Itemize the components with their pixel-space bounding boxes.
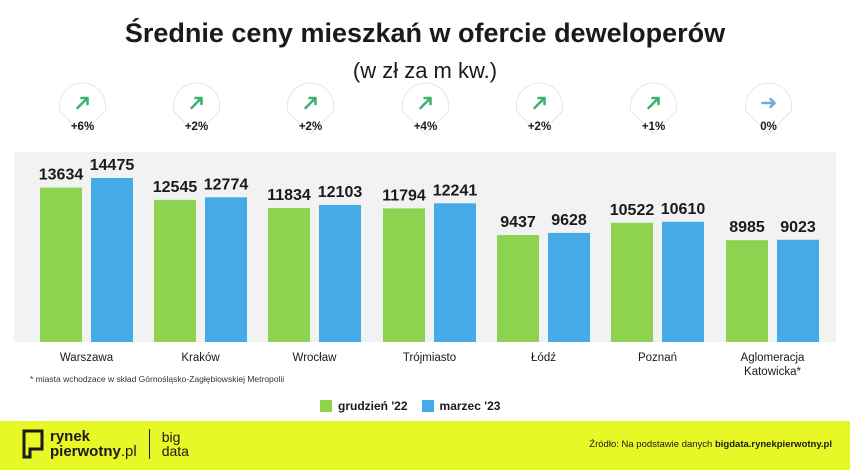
logo-mark-icon xyxy=(22,429,44,459)
legend-label-grudzien: grudzień '22 xyxy=(338,399,408,413)
legend-item-marzec: marzec '23 xyxy=(421,399,501,413)
footer-bar: rynek pierwotny.pl big data Źródło: Na p… xyxy=(0,421,850,470)
change-label-lodz: +2% xyxy=(528,121,551,133)
bar-poznan-marzec xyxy=(662,221,704,342)
legend: grudzień '22 marzec '23 xyxy=(320,399,514,413)
bar-wroclaw-grudzien xyxy=(268,207,310,342)
bar-lodz-marzec xyxy=(548,232,590,342)
change-label-warszawa: +6% xyxy=(71,121,94,133)
bar-krakow-grudzien xyxy=(154,199,196,342)
bigdata-wordmark: big data xyxy=(162,430,189,458)
value-label-poznan-marzec: 10610 xyxy=(661,201,706,218)
change-badge-warszawa xyxy=(59,82,106,135)
arrow-up-icon xyxy=(304,96,317,110)
rynekpierwotny-logo[interactable]: rynek pierwotny.pl big data xyxy=(22,429,189,459)
category-label-warszawa: Warszawa xyxy=(60,352,114,364)
value-label-katowice-marzec: 9023 xyxy=(780,219,816,236)
logo-wordmark: rynek pierwotny.pl xyxy=(50,429,137,459)
bar-lodz-grudzien xyxy=(497,235,539,342)
logo-separator xyxy=(148,429,150,459)
chart-title: Średnie ceny mieszkań w ofercie dewelope… xyxy=(124,18,726,48)
value-label-poznan-grudzien: 10522 xyxy=(610,202,655,219)
change-badge-trojmiasto xyxy=(402,82,449,135)
value-label-katowice-grudzien: 8985 xyxy=(729,219,765,236)
value-label-krakow-marzec: 12774 xyxy=(204,176,249,193)
arrow-up-icon xyxy=(419,96,432,110)
source-prefix: Źródło: Na podstawie danych xyxy=(589,439,715,450)
bar-warszawa-grudzien xyxy=(40,187,82,342)
legend-label-marzec: marzec '23 xyxy=(439,399,501,413)
change-label-poznan: +1% xyxy=(642,121,665,133)
category-label-lodz: Łódź xyxy=(531,352,556,364)
change-badge-poznan xyxy=(630,82,677,135)
change-label-trojmiasto: +4% xyxy=(414,121,437,133)
change-badge-krakow xyxy=(173,82,220,135)
legend-item-grudzien: grudzień '22 xyxy=(320,399,408,413)
bar-trojmiasto-marzec xyxy=(434,203,476,342)
arrow-right-icon xyxy=(761,97,776,109)
change-label-katowice: 0% xyxy=(760,121,777,133)
source-link[interactable]: bigdata.rynekpierwotny.pl xyxy=(714,439,832,450)
value-label-warszawa-grudzien: 13634 xyxy=(39,167,84,184)
logo-line2-suffix: .pl xyxy=(120,443,137,460)
value-label-wroclaw-grudzien: 11834 xyxy=(267,187,311,204)
bar-katowice-grudzien xyxy=(726,240,768,342)
bar-trojmiasto-grudzien xyxy=(383,208,425,342)
bar-warszawa-marzec xyxy=(91,178,133,342)
bar-wroclaw-marzec xyxy=(319,204,361,342)
bar-krakow-marzec xyxy=(205,197,247,342)
value-label-warszawa-marzec: 14475 xyxy=(90,157,135,174)
bar-katowice-marzec xyxy=(777,239,819,342)
bigdata-line1: big xyxy=(161,429,181,445)
arrow-up-icon xyxy=(190,96,203,110)
arrow-up-icon xyxy=(533,96,546,110)
change-badge-lodz xyxy=(516,82,563,135)
value-label-lodz-marzec: 9628 xyxy=(551,212,587,229)
change-label-wroclaw: +2% xyxy=(299,121,322,133)
legend-swatch-grudzien xyxy=(320,400,332,412)
arrow-up-icon xyxy=(76,96,89,110)
chart-subtitle: (w zł za m kw.) xyxy=(352,58,498,83)
category-label-krakow: Kraków xyxy=(181,352,220,364)
change-badge-katowice xyxy=(745,82,792,135)
footnote: * miasta wchodzace w skład Górnośląsko-Z… xyxy=(30,374,285,384)
value-label-trojmiasto-grudzien: 11794 xyxy=(382,187,426,204)
category-label-trojmiasto: Trójmiasto xyxy=(403,352,456,364)
source-note: Źródło: Na podstawie danych bigdata.ryne… xyxy=(589,439,832,450)
category-label-wroclaw: Wrocław xyxy=(293,352,338,364)
value-label-trojmiasto-marzec: 12241 xyxy=(433,182,478,199)
value-label-krakow-grudzien: 12545 xyxy=(153,179,198,196)
category-label-katowice: Aglomeracja Katowicka* xyxy=(741,352,806,378)
logo-line1: rynek xyxy=(50,428,91,445)
bigdata-line2: data xyxy=(161,443,189,459)
logo-line2: pierwotny xyxy=(50,443,121,460)
category-label-poznan: Poznań xyxy=(638,352,677,364)
value-label-wroclaw-marzec: 12103 xyxy=(318,184,363,201)
change-label-krakow: +2% xyxy=(185,121,208,133)
legend-swatch-marzec xyxy=(421,400,434,412)
bar-poznan-grudzien xyxy=(611,222,653,342)
arrow-up-icon xyxy=(647,96,660,110)
change-badge-wroclaw xyxy=(287,82,334,135)
value-label-lodz-grudzien: 9437 xyxy=(500,214,536,231)
